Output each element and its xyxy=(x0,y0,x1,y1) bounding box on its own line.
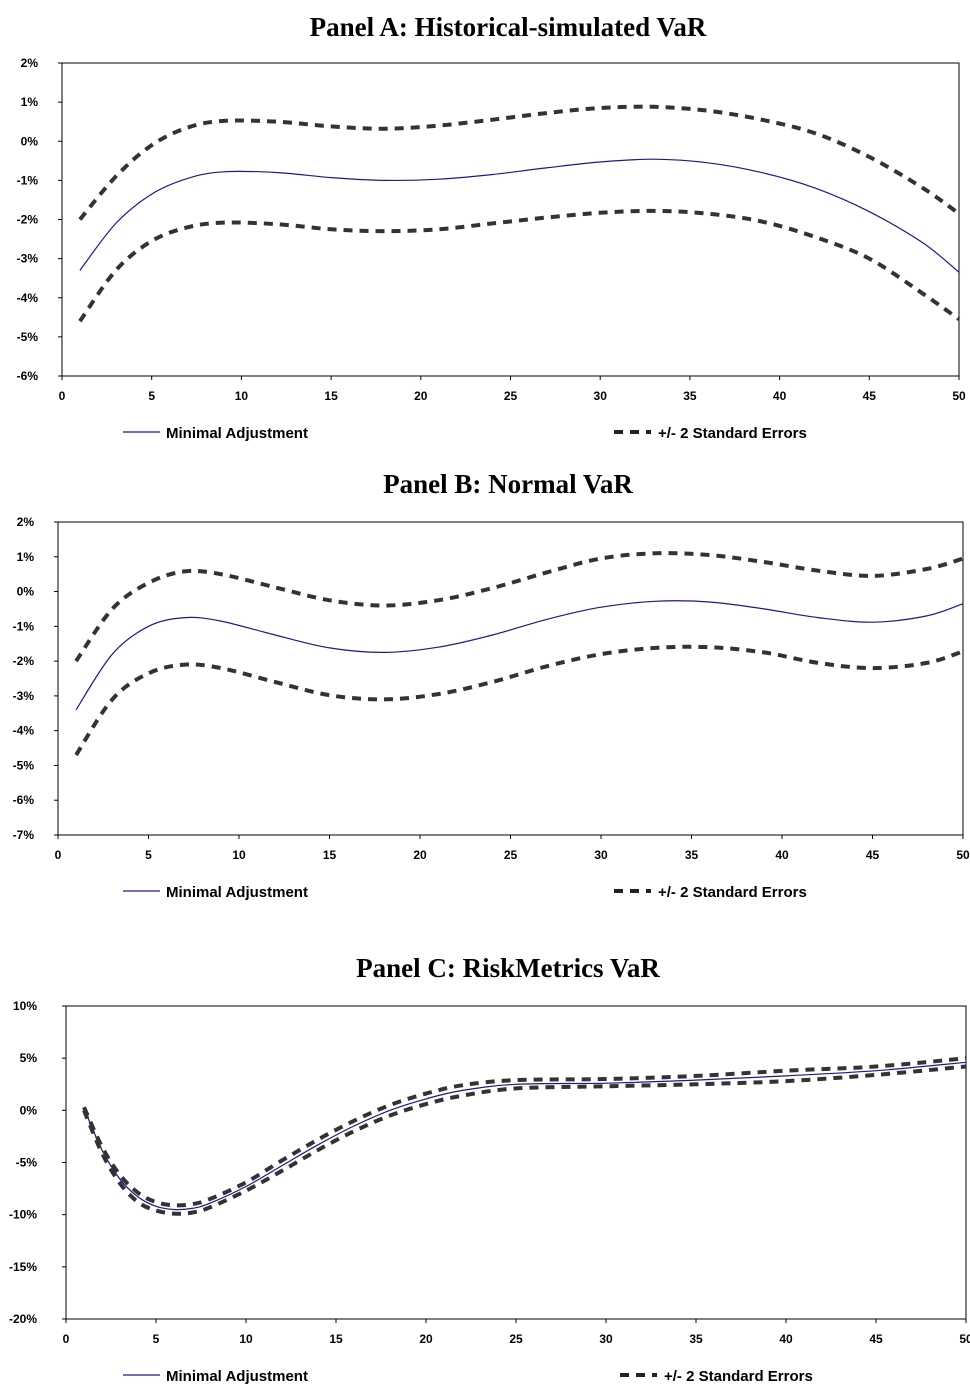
x-tick-label: 35 xyxy=(683,389,697,403)
x-tick-label: 15 xyxy=(324,389,338,403)
lower-error-band-line xyxy=(78,208,961,323)
x-tick-label: 15 xyxy=(329,1332,343,1346)
y-tick-label: -2% xyxy=(17,213,39,227)
x-tick-label: 45 xyxy=(863,389,877,403)
x-tick-label: 0 xyxy=(63,1332,70,1346)
panel-b-ticks: 0 5 10 15 20 25 30 35 40 45 50 2% 1% 0% -1% -2% -3% -4% -5… xyxy=(13,515,970,862)
panel-c-title: Panel C: RiskMetrics VaR xyxy=(356,953,660,983)
x-tick-label: 10 xyxy=(235,389,249,403)
panel-c-plot-frame xyxy=(65,1005,967,1320)
panel-b: Panel B: Normal VaR 0 5 10 15 20 25 30 35 40 45 50… xyxy=(13,469,970,901)
legend-dashed-label: +/- 2 Standard Errors xyxy=(658,884,807,901)
x-tick-label: 10 xyxy=(239,1332,253,1346)
upper-error-band-line xyxy=(78,104,961,221)
y-tick-label: -7% xyxy=(13,828,35,842)
y-tick-label: -5% xyxy=(13,758,35,772)
x-tick-label: 10 xyxy=(232,848,246,862)
x-tick-label: 40 xyxy=(779,1332,793,1346)
x-tick-label: 0 xyxy=(55,848,62,862)
x-tick-label: 20 xyxy=(413,848,427,862)
x-tick-label: 35 xyxy=(689,1332,703,1346)
x-tick-label: 20 xyxy=(419,1332,433,1346)
x-tick-label: 50 xyxy=(952,389,966,403)
upper-error-band-line xyxy=(82,1056,967,1208)
x-tick-label: 20 xyxy=(414,389,428,403)
panel-b-legend: Minimal Adjustment +/- 2 Standard Errors xyxy=(123,884,807,901)
x-tick-label: 35 xyxy=(685,848,699,862)
y-tick-label: -3% xyxy=(17,252,39,266)
x-tick-label: 30 xyxy=(594,848,608,862)
legend-solid-label: Minimal Adjustment xyxy=(166,1368,308,1385)
y-tick-label: -6% xyxy=(17,369,39,383)
y-tick-label: -1% xyxy=(17,173,39,187)
x-tick-label: 40 xyxy=(775,848,789,862)
x-tick-label: 45 xyxy=(869,1332,883,1346)
legend-dashed-label: +/- 2 Standard Errors xyxy=(658,425,807,442)
y-tick-label: 5% xyxy=(20,1051,38,1065)
panel-c-legend: Minimal Adjustment +/- 2 Standard Errors xyxy=(123,1368,813,1385)
x-tick-label: 40 xyxy=(773,389,787,403)
x-tick-label: 50 xyxy=(956,848,970,862)
x-tick-label: 25 xyxy=(504,848,518,862)
y-tick-label: 1% xyxy=(17,550,35,564)
lower-error-band-line xyxy=(74,644,964,757)
y-tick-label: 0% xyxy=(20,1103,38,1117)
x-tick-label: 50 xyxy=(959,1332,970,1346)
y-tick-label: 0% xyxy=(21,134,39,148)
x-tick-label: 45 xyxy=(866,848,880,862)
x-tick-label: 5 xyxy=(153,1332,160,1346)
y-tick-label: 1% xyxy=(21,95,39,109)
minimal-adjustment-line xyxy=(75,600,964,711)
panel-a-title: Panel A: Historical-simulated VaR xyxy=(310,12,707,42)
y-tick-label: -15% xyxy=(9,1260,37,1274)
x-tick-label: 25 xyxy=(504,389,518,403)
panel-c: Panel C: RiskMetrics VaR 0 5 10 15 20 25 30 35 4… xyxy=(9,953,970,1385)
y-tick-label: -5% xyxy=(16,1156,38,1170)
panel-a-legend: Minimal Adjustment +/- 2 Standard Errors xyxy=(123,425,807,442)
legend-dashed-label: +/- 2 Standard Errors xyxy=(664,1368,813,1385)
y-tick-label: 10% xyxy=(13,999,37,1013)
panel-c-ticks: 0 5 10 15 20 25 30 35 40 45 50 10% 5% 0% -5% -10% -15% -2… xyxy=(9,999,970,1346)
y-tick-label: 0% xyxy=(17,585,35,599)
upper-error-band-line xyxy=(74,551,964,663)
x-tick-label: 25 xyxy=(509,1332,523,1346)
y-tick-label: -4% xyxy=(13,724,35,738)
y-tick-label: -3% xyxy=(13,689,35,703)
legend-solid-label: Minimal Adjustment xyxy=(166,884,308,901)
y-tick-label: -4% xyxy=(17,291,39,305)
x-tick-label: 30 xyxy=(594,389,608,403)
y-tick-label: -20% xyxy=(9,1312,37,1326)
panel-b-title: Panel B: Normal VaR xyxy=(383,469,633,499)
panel-a-ticks: 0 5 10 15 20 25 30 35 40 45 50 2% 1% 0% -1% -2% -3% -4% -5… xyxy=(17,56,966,403)
y-tick-label: -6% xyxy=(13,793,35,807)
x-tick-label: 15 xyxy=(323,848,337,862)
panel-c-series xyxy=(82,1056,967,1216)
panel-a-series xyxy=(78,104,961,323)
y-tick-label: 2% xyxy=(21,56,39,70)
y-tick-label: -1% xyxy=(13,619,35,633)
minimal-adjustment-line xyxy=(83,1061,967,1211)
y-tick-label: -2% xyxy=(13,654,35,668)
minimal-adjustment-line xyxy=(79,158,960,273)
y-tick-label: -10% xyxy=(9,1208,37,1222)
x-tick-label: 5 xyxy=(148,389,155,403)
y-tick-label: -5% xyxy=(17,330,39,344)
x-tick-label: 5 xyxy=(145,848,152,862)
panel-b-series xyxy=(74,551,964,757)
y-tick-label: 2% xyxy=(17,515,35,529)
x-tick-label: 30 xyxy=(599,1332,613,1346)
panel-a: Panel A: Historical-simulated VaR 0 5 10 15… xyxy=(17,12,966,442)
legend-solid-label: Minimal Adjustment xyxy=(166,425,308,442)
lower-error-band-line xyxy=(82,1064,967,1216)
x-tick-label: 0 xyxy=(59,389,66,403)
